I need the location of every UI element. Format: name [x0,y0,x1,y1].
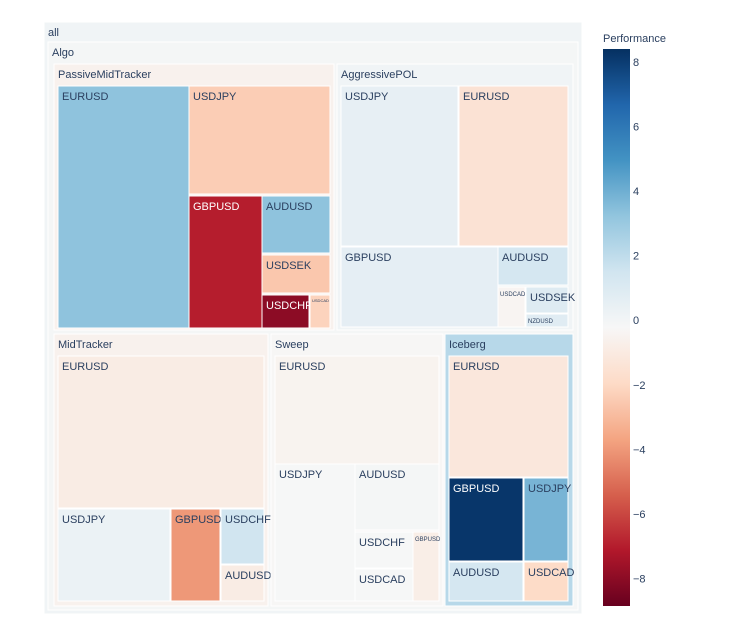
treemap-label-pmt-usdjpy: USDJPY [193,91,237,103]
treemap-tiles: all Algo PassiveMidTracker EURUSD USDJPY GBPU… [43,21,583,615]
treemap-label-mt-eurusd: EURUSD [62,361,109,373]
treemap-label-sw-usdcad: USDCAD [359,574,406,586]
treemap-label-ap-usdcad: USDCAD [500,292,526,298]
treemap-label-aggressivepol: AggressivePOL [341,69,417,81]
treemap-label-ib-usdcad: USDCAD [528,567,575,579]
treemap-label-iceberg: Iceberg [449,339,486,351]
treemap-label-mt-audusd: AUDUSD [225,570,272,582]
treemap-tile-pmt-usdchf[interactable] [261,294,310,329]
treemap-tile-ib-usdcad[interactable] [523,561,569,602]
colorbar-tick-label: 2 [633,251,639,263]
treemap-label-sweep: Sweep [275,339,309,351]
colorbar-tick-label: −4 [633,444,646,456]
colorbar-tick-label: 0 [633,315,639,327]
colorbar-tick-label: −6 [633,509,646,521]
treemap-label-ib-audusd: AUDUSD [453,567,500,579]
treemap-label-ap-audusd: AUDUSD [502,252,549,264]
treemap-label-mt-usdchf: USDCHF [225,514,271,526]
treemap-tile-mt-usdjpy[interactable] [57,508,171,602]
treemap-label-pmt-usdsek: USDSEK [266,260,312,272]
treemap-label-sw-usdchf: USDCHF [359,537,405,549]
colorbar: Performance 8 6 4 2 0 −2 −4 −6 −8 [603,33,666,606]
treemap-label-ap-eurusd: EURUSD [463,91,510,103]
treemap-tile-sw-usdjpy[interactable] [274,463,356,602]
treemap-tile-pmt-eurusd[interactable] [57,85,190,329]
treemap-label-ap-nzdusd: NZDUSD [528,319,554,325]
treemap-label-sw-usdjpy: USDJPY [279,469,323,481]
treemap-tile-ap-usdjpy[interactable] [340,85,459,247]
treemap-label-ib-eurusd: EURUSD [453,361,500,373]
treemap-label-midtracker: MidTracker [58,339,113,351]
treemap-tile-ib-gbpusd[interactable] [448,477,524,562]
treemap-label-sw-audusd: AUDUSD [359,469,406,481]
treemap-tile-mt-gbpusd[interactable] [170,508,221,602]
treemap-tile-ap-eurusd[interactable] [458,85,569,247]
treemap-tile-sw-gbpusd[interactable] [412,531,440,602]
treemap-tile-ap-audusd[interactable] [497,246,569,286]
treemap-tile-sw-usdcad[interactable] [354,568,414,602]
treemap-label-ib-usdjpy: USDJPY [528,483,572,495]
treemap-tile-ib-usdjpy[interactable] [523,477,569,562]
treemap-label-pmt-usdchf: USDCHF [266,300,312,312]
treemap-label-sw-eurusd: EURUSD [279,361,326,373]
treemap-tile-mt-usdchf[interactable] [220,508,265,565]
treemap-tile-pmt-usdjpy[interactable] [188,85,331,195]
treemap-tile-ib-audusd[interactable] [448,561,524,602]
treemap-tile-sw-audusd[interactable] [354,463,440,531]
treemap-label-pmt-eurusd: EURUSD [62,91,109,103]
colorbar-tick-label: −2 [633,380,646,392]
treemap-tile-pmt-usdsek[interactable] [261,254,331,294]
treemap-tile-mt-eurusd[interactable] [57,355,265,509]
treemap-tile-sw-usdchf[interactable] [354,531,414,569]
treemap-label-mt-gbpusd: GBPUSD [175,514,222,526]
treemap-tile-ib-eurusd[interactable] [448,355,569,478]
colorbar-tick-label: 8 [633,57,639,69]
treemap-tile-sw-eurusd[interactable] [274,355,440,465]
colorbar-tick-label: 4 [633,186,639,198]
treemap-label-pmt-usdcad: USDCAD [312,298,329,303]
treemap-label-all: all [48,27,59,39]
treemap-tile-mt-audusd[interactable] [220,564,265,602]
treemap-label-mt-usdjpy: USDJPY [62,514,106,526]
treemap-tile-pmt-usdcad[interactable] [309,294,331,329]
treemap-label-ap-usdjpy: USDJPY [345,91,389,103]
colorbar-title: Performance [603,33,666,45]
treemap-label-ap-gbpusd: GBPUSD [345,252,392,264]
treemap-label-pmt-audusd: AUDUSD [266,201,313,213]
treemap-tile-ap-gbpusd[interactable] [340,246,499,328]
colorbar-gradient [603,49,630,606]
treemap-tile-ap-usdsek[interactable] [525,286,569,314]
treemap-label-sw-gbpusd: GBPUSD [415,537,441,543]
treemap-tile-pmt-audusd[interactable] [261,195,331,254]
treemap-tile-pmt-gbpusd[interactable] [188,195,263,329]
treemap-tile-ap-nzdusd[interactable] [525,313,569,328]
colorbar-tick-label: 6 [633,121,639,133]
treemap-tile-ap-usdcad[interactable] [497,286,526,328]
treemap-label-algo: Algo [52,47,74,59]
treemap-label-pmt-gbpusd: GBPUSD [193,201,240,213]
treemap-label-ib-gbpusd: GBPUSD [453,483,500,495]
colorbar-ticks: 8 6 4 2 0 −2 −4 −6 −8 [633,57,646,586]
treemap-label-ap-usdsek: USDSEK [530,292,576,304]
colorbar-tick-label: −8 [633,574,646,586]
treemap-label-passivemidtracker: PassiveMidTracker [58,69,151,81]
